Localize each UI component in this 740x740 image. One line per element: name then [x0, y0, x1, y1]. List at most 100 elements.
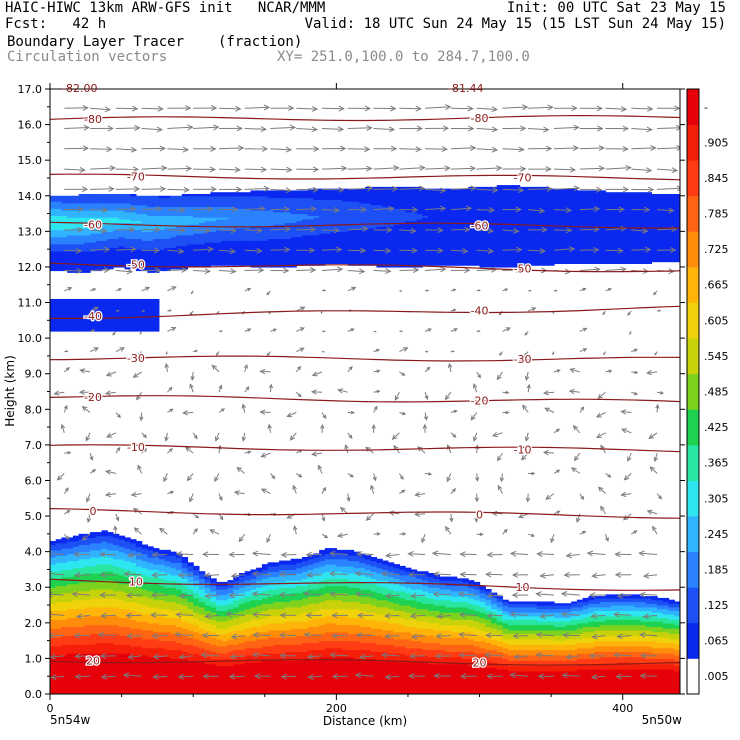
tracer-cell: [61, 661, 68, 665]
tracer-cell: [72, 581, 80, 585]
tracer-cell: [124, 649, 131, 652]
tracer-cell: [55, 583, 63, 587]
tracer-cell: [181, 245, 189, 248]
tracer-cell: [147, 629, 154, 633]
tracer-cell: [90, 555, 97, 558]
tracer-cell: [55, 589, 63, 592]
tracer-cell: [118, 539, 126, 542]
tracer-cell: [55, 571, 63, 574]
tracer-cell: [113, 546, 120, 549]
tracer-cell: [193, 210, 200, 213]
tracer-cell: [101, 681, 108, 684]
tracer-cell: [198, 571, 206, 574]
tracer-cell: [210, 256, 217, 259]
tracer-cell: [216, 686, 223, 690]
tracer-cell: [101, 663, 108, 667]
tracer-cell: [164, 234, 171, 238]
tracer-cell: [78, 227, 85, 231]
tracer-cell: [124, 226, 131, 229]
tracer-cell: [170, 238, 177, 241]
tracer-cell: [130, 565, 137, 569]
tracer-cell: [50, 587, 57, 590]
tracer-cell: [107, 236, 114, 240]
tracer-cell: [101, 532, 108, 535]
tracer-cell: [72, 222, 80, 225]
tracer-cell: [130, 327, 137, 330]
tracer-cell: [55, 606, 63, 610]
tracer-cell: [72, 685, 80, 688]
tracer-cell: [153, 218, 160, 222]
tracer-cell: [204, 674, 211, 677]
tracer-cell: [141, 236, 148, 240]
tracer-cell: [210, 263, 217, 266]
tracer-cell: [135, 587, 143, 590]
tracer-cell: [50, 605, 57, 608]
tracer-cell: [72, 692, 80, 694]
tracer-cell: [141, 300, 148, 304]
tracer-cell: [101, 608, 108, 611]
tracer-cell: [141, 551, 148, 555]
tracer-cell: [95, 259, 103, 263]
tracer-cell: [216, 202, 223, 206]
tracer-cell: [141, 603, 148, 606]
tracer-cell: [113, 199, 120, 202]
tracer-cell: [84, 224, 91, 227]
tracer-cell: [61, 204, 68, 208]
tracer-cell: [50, 571, 57, 574]
tracer-cell: [101, 535, 108, 539]
tracer-cell: [50, 615, 57, 619]
tracer-cell: [187, 667, 194, 670]
tracer-cell: [50, 240, 57, 243]
tracer-cell: [101, 592, 108, 595]
tracer-cell: [221, 224, 229, 227]
tracer-cell: [118, 589, 126, 592]
tracer-cell: [101, 259, 108, 263]
tracer-cell: [198, 250, 206, 254]
tracer-cell: [210, 631, 217, 635]
tracer-cell: [61, 250, 68, 254]
tracer-cell: [101, 302, 108, 305]
tracer-cell: [101, 667, 108, 670]
tracer-cell: [95, 560, 103, 563]
tracer-cell: [67, 327, 74, 330]
tracer-cell: [147, 654, 154, 658]
tracer-cell: [78, 215, 85, 218]
tracer-cell: [198, 629, 206, 633]
tracer-cell: [147, 201, 154, 204]
tracer-cell: [84, 548, 91, 551]
tracer-cell: [135, 210, 143, 213]
tracer-cell: [158, 268, 166, 272]
tracer-cell: [198, 245, 206, 248]
tracer-cell: [72, 320, 80, 323]
tracer-cell: [187, 234, 194, 238]
tracer-cell: [216, 670, 223, 674]
tracer-cell: [147, 690, 154, 693]
tracer-cell: [135, 215, 143, 218]
tracer-cell: [170, 654, 177, 658]
tracer-cell: [135, 565, 143, 569]
tracer-cell: [124, 307, 131, 311]
tracer-cell: [176, 688, 183, 692]
tracer-cell: [130, 195, 137, 199]
tracer-cell: [67, 549, 74, 553]
tracer-cell: [67, 259, 74, 263]
tracer-cell: [72, 234, 80, 238]
tracer-cell: [78, 302, 85, 305]
tracer-cell: [193, 685, 200, 688]
tracer-cell: [158, 645, 166, 649]
tracer-cell: [204, 603, 211, 606]
tracer-cell: [158, 202, 166, 206]
tracer-cell: [198, 601, 206, 604]
tracer-cell: [204, 589, 211, 592]
tracer-cell: [158, 631, 166, 635]
tracer-cell: [67, 201, 74, 204]
tracer-cell: [61, 231, 68, 234]
tracer-cell: [153, 669, 160, 672]
tracer-cell: [84, 270, 91, 273]
tracer-cell: [50, 670, 57, 674]
tracer-cell: [55, 555, 63, 558]
tracer-cell: [153, 322, 160, 325]
tracer-cell: [118, 542, 126, 546]
tracer-cell: [90, 640, 97, 643]
tracer-cell: [210, 193, 217, 197]
